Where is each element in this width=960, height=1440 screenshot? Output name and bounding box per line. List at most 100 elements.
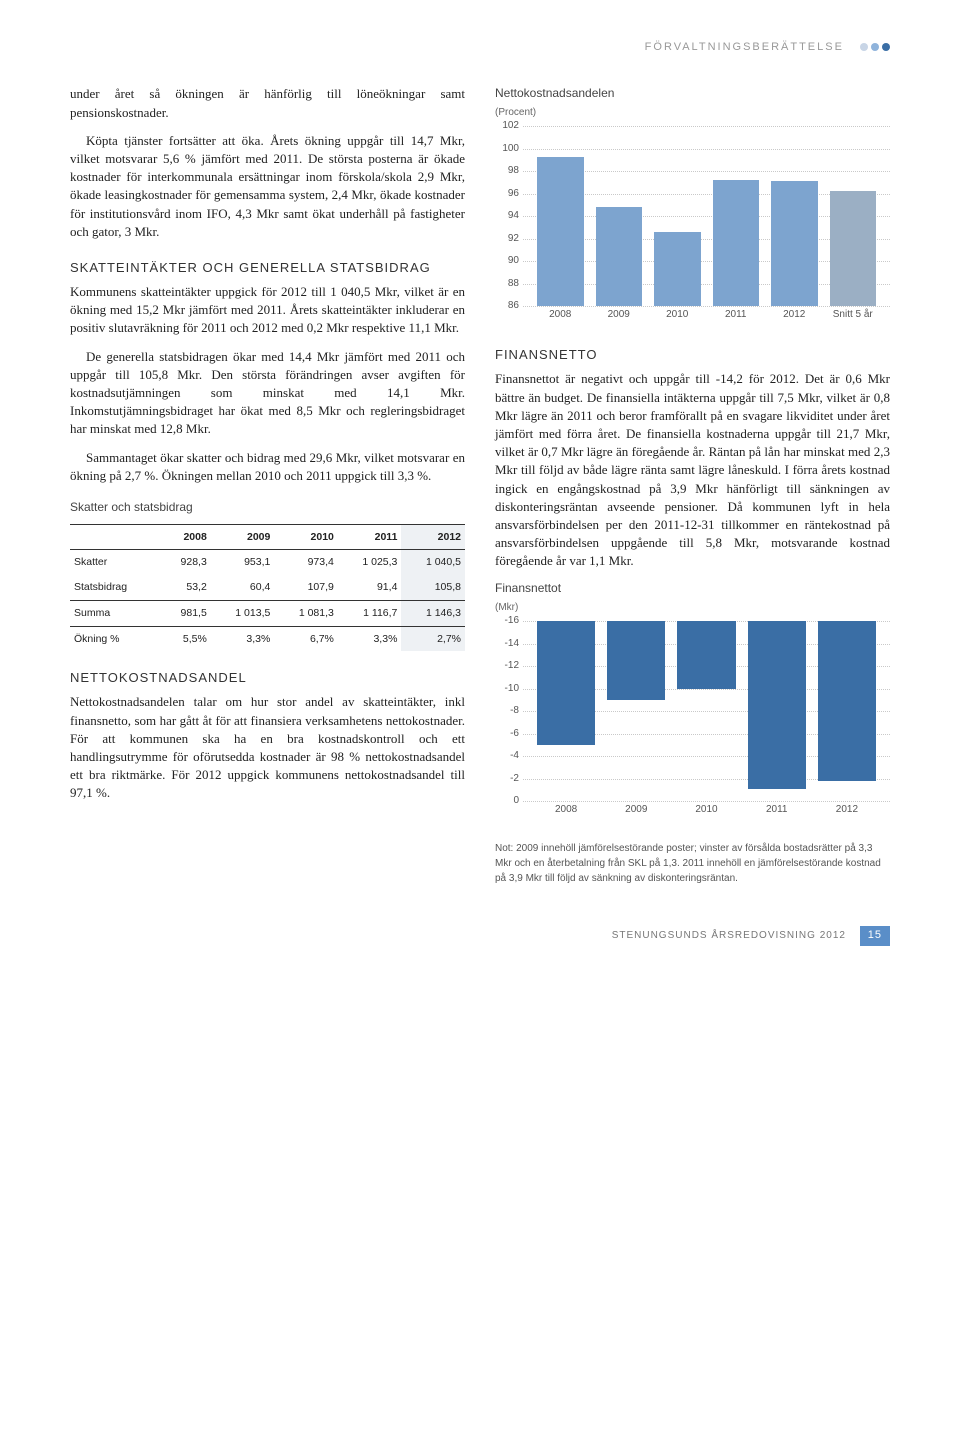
heading-netto: NETTOKOSTNADSANDEL bbox=[70, 669, 465, 687]
table-cell: 107,9 bbox=[274, 575, 338, 600]
y-axis-tick: 88 bbox=[495, 277, 519, 291]
table-cell: 3,3% bbox=[338, 626, 402, 651]
y-axis-tick: -6 bbox=[495, 727, 519, 741]
chart-bar bbox=[713, 180, 760, 306]
x-axis-label: 2012 bbox=[818, 803, 876, 821]
y-axis-tick: 100 bbox=[495, 142, 519, 156]
skatter-table: 20082009201020112012 Skatter928,3953,197… bbox=[70, 524, 465, 651]
paragraph: under året så ökningen är hänförlig till… bbox=[70, 85, 465, 121]
header-dot-icon bbox=[871, 43, 879, 51]
table-cell: 928,3 bbox=[160, 550, 211, 575]
table-cell: 3,3% bbox=[211, 626, 275, 651]
section-title: FÖRVALTNINGSBERÄTTELSE bbox=[645, 41, 844, 53]
paragraph: Nettokostnadsandelen talar om hur stor a… bbox=[70, 693, 465, 802]
chart1-title: Nettokostnadsandelen bbox=[495, 85, 890, 102]
x-axis-label: 2008 bbox=[537, 803, 595, 821]
y-axis-tick: -14 bbox=[495, 637, 519, 651]
left-column: under året så ökningen är hänförlig till… bbox=[70, 85, 465, 886]
table-cell: Summa bbox=[70, 600, 160, 626]
page-number: 15 bbox=[860, 926, 890, 945]
x-axis-label: 2011 bbox=[713, 308, 760, 326]
y-axis-tick: 98 bbox=[495, 164, 519, 178]
finansnetto-chart: -16-14-12-10-8-6-4-202008200920102011201… bbox=[495, 621, 890, 821]
chart1-sublabel: (Procent) bbox=[495, 106, 890, 120]
section-header: FÖRVALTNINGSBERÄTTELSE bbox=[70, 40, 890, 55]
y-axis-tick: -12 bbox=[495, 659, 519, 673]
table-cell: 1 040,5 bbox=[401, 550, 465, 575]
table-cell: 1 025,3 bbox=[338, 550, 402, 575]
paragraph: Finansnettot är negativt och uppgår till… bbox=[495, 370, 890, 570]
x-axis-label: 2011 bbox=[748, 803, 806, 821]
chart-bar bbox=[596, 207, 643, 306]
y-axis-tick: 92 bbox=[495, 232, 519, 246]
table-cell: 973,4 bbox=[274, 550, 338, 575]
gridline bbox=[523, 801, 890, 802]
paragraph: Sammantaget ökar skatter och bidrag med … bbox=[70, 449, 465, 485]
paragraph: De generella statsbidragen ökar med 14,4… bbox=[70, 348, 465, 439]
y-axis-tick: -2 bbox=[495, 772, 519, 786]
y-axis-tick: -10 bbox=[495, 682, 519, 696]
table-cell: 5,5% bbox=[160, 626, 211, 651]
chart2-title: Finansnettot bbox=[495, 580, 890, 597]
header-dots bbox=[857, 40, 890, 55]
y-axis-tick: 94 bbox=[495, 209, 519, 223]
table-header-cell: 2011 bbox=[338, 524, 402, 550]
x-axis-label: Snitt 5 år bbox=[830, 308, 877, 326]
table-cell: 953,1 bbox=[211, 550, 275, 575]
x-axis-label: 2010 bbox=[677, 803, 735, 821]
table-cell: 105,8 bbox=[401, 575, 465, 600]
page-footer: STENUNGSUNDS ÅRSREDOVISNING 2012 15 bbox=[70, 926, 890, 945]
y-axis-tick: -8 bbox=[495, 704, 519, 718]
heading-finans: FINANSNETTO bbox=[495, 346, 890, 364]
footer-text: STENUNGSUNDS ÅRSREDOVISNING 2012 bbox=[612, 930, 846, 941]
table-cell: 1 081,3 bbox=[274, 600, 338, 626]
x-axis-label: 2009 bbox=[607, 803, 665, 821]
y-axis-tick: 90 bbox=[495, 254, 519, 268]
table-header-cell: 2008 bbox=[160, 524, 211, 550]
table-header-cell: 2010 bbox=[274, 524, 338, 550]
table-cell: 1 116,7 bbox=[338, 600, 402, 626]
table-cell: 2,7% bbox=[401, 626, 465, 651]
y-axis-tick: -4 bbox=[495, 749, 519, 763]
y-axis-tick: 102 bbox=[495, 119, 519, 133]
x-axis-label: 2008 bbox=[537, 308, 584, 326]
x-axis-label: 2010 bbox=[654, 308, 701, 326]
table-cell: 981,5 bbox=[160, 600, 211, 626]
table-title: Skatter och statsbidrag bbox=[70, 499, 465, 516]
chart-bar bbox=[830, 191, 877, 306]
table-cell: 53,2 bbox=[160, 575, 211, 600]
table-header-cell: 2012 bbox=[401, 524, 465, 550]
y-axis-tick: 86 bbox=[495, 299, 519, 313]
y-axis-tick: -16 bbox=[495, 614, 519, 628]
paragraph: Kommunens skatteintäkter uppgick för 201… bbox=[70, 283, 465, 338]
table-header-cell bbox=[70, 524, 160, 550]
heading-skatt: SKATTEINTÄKTER OCH GENERELLA STATSBIDRAG bbox=[70, 259, 465, 277]
table-cell: 60,4 bbox=[211, 575, 275, 600]
nettokostnad-chart: 8688909294969810010220082009201020112012… bbox=[495, 126, 890, 326]
chart-bar bbox=[607, 621, 665, 700]
right-column: Nettokostnadsandelen (Procent) 86 88 90 92 9… bbox=[495, 85, 890, 886]
header-dot-icon bbox=[882, 43, 890, 51]
chart-bar bbox=[818, 621, 876, 781]
paragraph: Köpta tjänster fortsätter att öka. Årets… bbox=[70, 132, 465, 241]
x-axis-label: 2012 bbox=[771, 308, 818, 326]
chart-bar bbox=[677, 621, 735, 689]
chart-bar bbox=[537, 621, 595, 745]
table-cell: 1 146,3 bbox=[401, 600, 465, 626]
table-cell: 1 013,5 bbox=[211, 600, 275, 626]
chart-bar bbox=[537, 157, 584, 307]
header-dot-icon bbox=[860, 43, 868, 51]
chart-bar bbox=[654, 232, 701, 306]
table-cell: Skatter bbox=[70, 550, 160, 575]
table-header-cell: 2009 bbox=[211, 524, 275, 550]
chart-bar bbox=[748, 621, 806, 789]
y-axis-tick: 0 bbox=[495, 794, 519, 808]
chart2-sublabel: (Mkr) bbox=[495, 601, 890, 615]
table-cell: Ökning % bbox=[70, 626, 160, 651]
y-axis-tick: 96 bbox=[495, 187, 519, 201]
chart-bar bbox=[771, 181, 818, 306]
table-cell: 6,7% bbox=[274, 626, 338, 651]
table-cell: Statsbidrag bbox=[70, 575, 160, 600]
chart-note: Not: 2009 innehöll jämförelsestörande po… bbox=[495, 841, 890, 886]
table-cell: 91,4 bbox=[338, 575, 402, 600]
